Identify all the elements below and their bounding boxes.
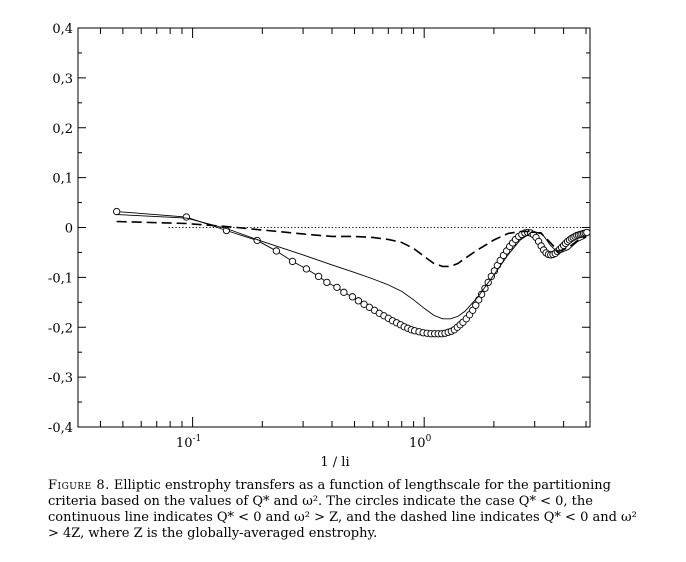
series-line-1: [116, 211, 587, 335]
data-point: [360, 300, 368, 308]
data-point: [333, 283, 341, 291]
y-tick-labels: 0,4 0,3 0,2 0,1 0 -0,1 -0,2 -0,3 -0,4: [48, 22, 73, 436]
data-point: [113, 207, 121, 216]
data-point: [182, 213, 191, 221]
series-line-2: [116, 214, 587, 320]
y-tick-label: -0,3: [48, 371, 73, 386]
y-tick-label: -0,1: [48, 271, 73, 286]
x-tick-labels: 10-1 100: [176, 434, 432, 451]
data-point: [340, 288, 348, 296]
y-tick-label: -0,2: [48, 321, 73, 336]
caption-label: Figure 8.: [48, 478, 110, 493]
y-tick-label: 0: [65, 222, 73, 237]
data-point: [496, 256, 504, 265]
y-tick-label: 0,2: [52, 122, 73, 137]
y-tick-label: 0,1: [52, 172, 73, 187]
x-tick-label: 100: [409, 434, 432, 451]
data-point: [354, 297, 363, 305]
y-tick-label: 0,3: [52, 72, 73, 87]
y-tick-label: -0,4: [48, 421, 73, 436]
x-tick-label: 10-1: [176, 434, 201, 451]
data-point: [314, 272, 323, 281]
series-line-3: [116, 220, 587, 268]
data-point: [302, 265, 311, 273]
x-axis-label: 1 / li: [320, 455, 349, 470]
y-tick-label: 0,4: [52, 22, 73, 37]
figure-caption: Figure 8. Elliptic enstrophy transfers a…: [48, 478, 648, 542]
axis-ticks: [78, 27, 590, 428]
data-point: [583, 228, 591, 237]
data-point: [288, 257, 297, 266]
data-point: [348, 293, 357, 301]
data-point: [472, 301, 480, 309]
series-group: [113, 207, 591, 338]
data-point: [487, 272, 496, 281]
data-point: [272, 247, 281, 255]
chart: 0,4 0,3 0,2 0,1 0 -0,1 -0,2 -0,3 -0,4 10-1 100 1 …: [48, 22, 591, 470]
data-point: [323, 278, 331, 287]
caption-text: Elliptic enstrophy transfers as a functi…: [48, 478, 637, 541]
